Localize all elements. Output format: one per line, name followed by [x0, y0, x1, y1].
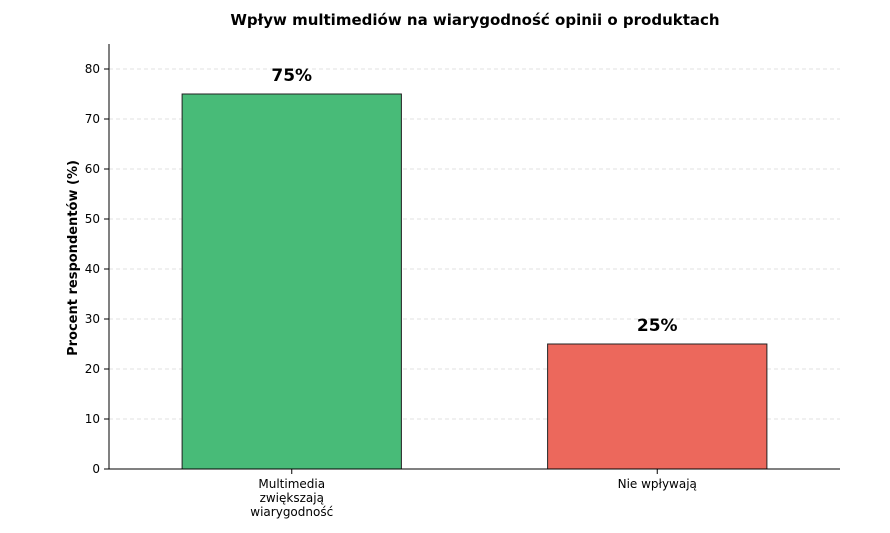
x-tick-label: Multimedia zwiększają wiarygodność	[250, 477, 333, 519]
y-tick-label: 20	[85, 362, 100, 376]
y-tick-label: 30	[85, 312, 100, 326]
y-tick-label: 70	[85, 112, 100, 126]
bars	[181, 93, 768, 470]
y-tick-label: 40	[85, 262, 100, 276]
chart-title: Wpływ multimediów na wiarygodność opinii…	[230, 11, 719, 29]
y-tick-label: 10	[85, 412, 100, 426]
y-tick-label: 50	[85, 212, 100, 226]
y-tick-label: 0	[92, 462, 100, 476]
y-axis-label: Procent respondentów (%)	[66, 160, 81, 356]
bar	[547, 343, 768, 470]
data-label: 25%	[637, 316, 678, 336]
x-tick-label: Nie wpływają	[618, 477, 697, 491]
y-tick-label: 80	[85, 62, 100, 76]
data-label: 75%	[271, 66, 312, 86]
labels: 0 10 20 30 40 50 60 70 80 75% Multimedia zwiększają…	[85, 62, 697, 519]
bar	[181, 93, 402, 470]
axes	[104, 44, 840, 474]
y-tick-label: 60	[85, 162, 100, 176]
